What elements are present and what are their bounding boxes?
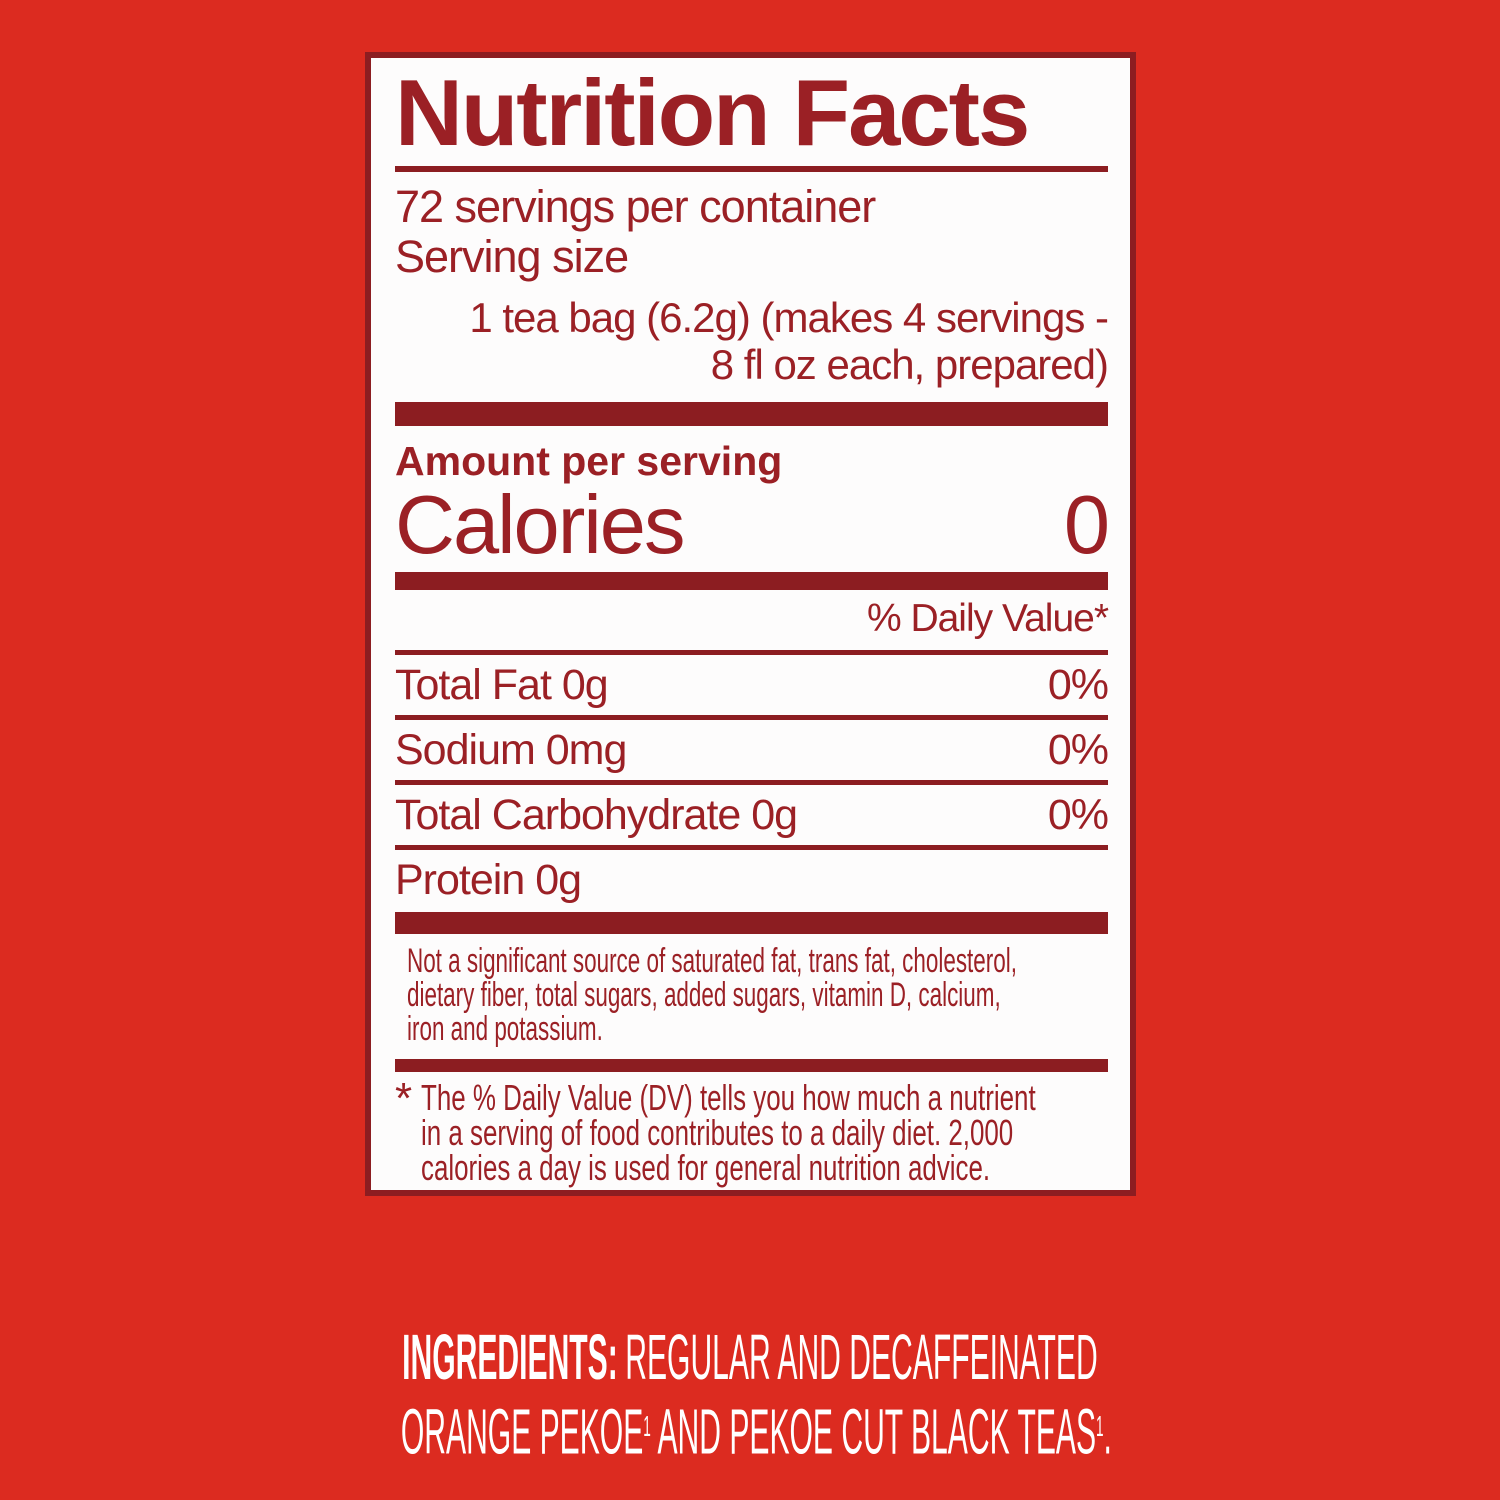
ingredients-section: INGREDIENTS: REGULAR AND DECAFFEINATED OR… xyxy=(0,1322,1500,1466)
note-line: iron and potassium. xyxy=(407,1010,603,1048)
daily-value-header: % Daily Value* xyxy=(866,597,1109,640)
ingredients-line-1-text: INGREDIENTS: REGULAR AND DECAFFEINATED xyxy=(402,1322,1098,1392)
footnote-line: in a serving of food contributes to a da… xyxy=(421,1112,1014,1153)
not-significant-text: Not a significant source of saturated fa… xyxy=(407,942,1017,1048)
serving-size-value: 1 tea bag (6.2g) (makes 4 servings - 8 f… xyxy=(395,294,1109,388)
ingredients-line-2-text: ORANGE PEKOE1 AND PEKOE CUT BLACK TEAS1. xyxy=(401,1392,1112,1466)
footnote-line: The % Daily Value (DV) tells you how muc… xyxy=(421,1077,1036,1118)
ingredients-text: AND PEKOE CUT BLACK TEAS xyxy=(650,1395,1097,1468)
footnote-asterisk: * xyxy=(395,1074,413,1123)
not-significant-note: Not a significant source of saturated fa… xyxy=(395,944,1108,1046)
daily-value-footnote: * The % Daily Value (DV) tells you how m… xyxy=(395,1074,1108,1188)
footnote-text: The % Daily Value (DV) tells you how muc… xyxy=(421,1077,1036,1188)
note-line: Not a significant source of saturated fa… xyxy=(407,942,1017,980)
nutrient-dv: 0% xyxy=(1047,661,1109,709)
footnote-bar xyxy=(395,1059,1108,1072)
section-bar-top xyxy=(395,402,1108,426)
nutrition-facts-panel: Nutrition Facts 72 servings per containe… xyxy=(365,52,1136,1196)
ingredients-rest: REGULAR AND DECAFFEINATED xyxy=(625,1321,1098,1393)
nutrient-dv: 0% xyxy=(1047,791,1109,839)
calories-value: 0 xyxy=(1063,478,1110,571)
footnote-line: calories a day is used for general nutri… xyxy=(421,1147,991,1188)
calories-row: Calories 0 xyxy=(395,478,1110,571)
note-line: dietary fiber, total sugars, added sugar… xyxy=(407,976,1001,1014)
nutrient-row-sodium: Sodium 0mg 0% xyxy=(395,720,1109,780)
serving-size-label: Serving size xyxy=(395,231,629,282)
serving-size-value-line-1: 1 tea bag (6.2g) (makes 4 servings - xyxy=(469,294,1109,341)
footnote-superscript: 1 xyxy=(1096,1411,1104,1443)
nutrient-row-total-carbohydrate: Total Carbohydrate 0g 0% xyxy=(395,785,1109,845)
nutrient-divider xyxy=(395,650,1108,655)
nutrient-row-total-fat: Total Fat 0g 0% xyxy=(395,655,1109,715)
nutrient-divider xyxy=(395,780,1108,785)
section-bar-bottom xyxy=(395,912,1108,934)
ingredients-text: ORANGE PEKOE xyxy=(400,1395,644,1468)
nutrient-name: Protein 0g xyxy=(395,856,582,904)
footnote-superscript: 1 xyxy=(643,1411,651,1443)
nutrient-divider xyxy=(395,715,1108,720)
nutrition-facts-title: Nutrition Facts xyxy=(395,60,1030,165)
calories-label: Calories xyxy=(395,478,685,571)
ingredients-line-2: ORANGE PEKOE1 AND PEKOE CUT BLACK TEAS1. xyxy=(0,1392,1500,1466)
nutrient-row-protein: Protein 0g xyxy=(395,850,1108,910)
section-bar-calories xyxy=(395,572,1108,590)
ingredients-line-1: INGREDIENTS: REGULAR AND DECAFFEINATED xyxy=(0,1322,1500,1392)
title-divider xyxy=(395,166,1108,172)
serving-size-value-line-2: 8 fl oz each, prepared) xyxy=(710,341,1109,388)
amount-per-serving-label: Amount per serving xyxy=(395,438,783,484)
nutrient-name: Sodium 0mg xyxy=(395,726,627,774)
nutrient-dv: 0% xyxy=(1047,726,1109,774)
nutrient-name: Total Carbohydrate 0g xyxy=(395,791,798,839)
nutrient-divider xyxy=(395,845,1108,850)
servings-per-container: 72 servings per container xyxy=(395,181,876,232)
ingredients-heading: INGREDIENTS: xyxy=(402,1321,618,1393)
nutrient-name: Total Fat 0g xyxy=(395,661,609,709)
ingredients-text: . xyxy=(1103,1395,1112,1468)
